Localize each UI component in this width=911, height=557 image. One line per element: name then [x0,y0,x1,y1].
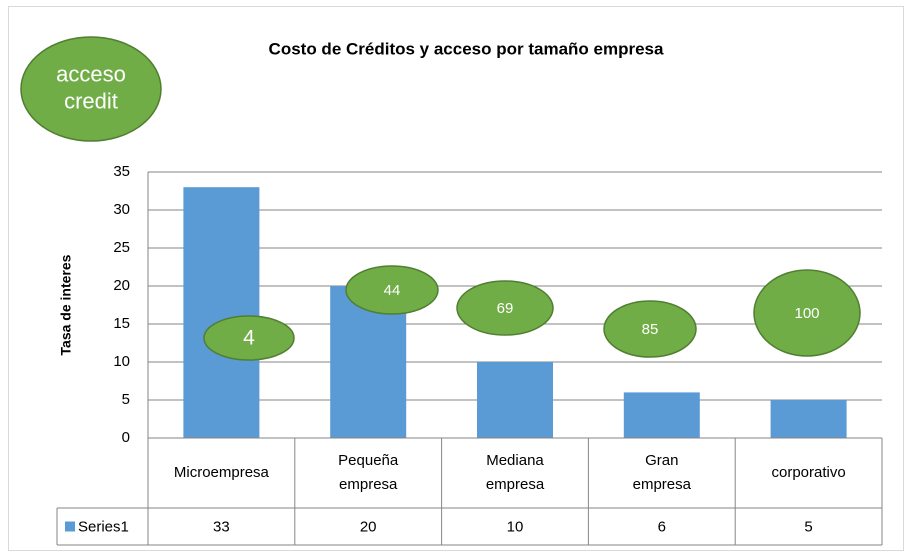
x-tick-label: Microempresa [174,464,270,481]
bubble-legend-label: acceso credit [56,61,126,113]
bar [770,400,847,438]
bar [623,392,700,438]
bubble-legend [20,36,162,142]
bubble-label: 85 [642,321,659,338]
table-value: 20 [360,518,377,535]
bubble-label: 100 [794,305,819,322]
y-tick-label: 5 [122,391,130,408]
bubble [603,300,697,358]
bubble [203,315,295,361]
bubble [345,265,439,315]
y-tick-label: 30 [113,201,130,218]
y-tick-label: 20 [113,277,130,294]
bubble [456,280,554,336]
x-tick-label: corporativo [771,464,845,481]
legend-key [65,521,75,532]
y-tick-label: 25 [113,239,130,256]
bubble-label: 69 [497,300,514,317]
y-tick-label: 10 [113,353,130,370]
bubble-label: 4 [243,327,255,350]
bar [477,362,553,438]
y-tick-label: 35 [113,163,130,180]
bar [183,187,260,438]
bubble-label: 44 [384,282,401,299]
y-axis-label: Tasa de interes [58,254,74,355]
table-value: 33 [213,518,230,535]
y-tick-label: 0 [122,429,130,446]
legend-label: Series1 [78,518,129,535]
x-tick-label: Gran empresa [633,452,692,493]
bubble [753,269,861,357]
table-value: 6 [658,518,666,535]
x-tick-label: Pequeña empresa [338,452,399,493]
x-tick-label: Mediana empresa [486,452,545,493]
table-value: 10 [507,518,524,535]
table-value: 5 [804,518,812,535]
chart-title: Costo de Créditos y acceso por tamaño em… [269,39,664,58]
y-tick-label: 15 [113,315,130,332]
